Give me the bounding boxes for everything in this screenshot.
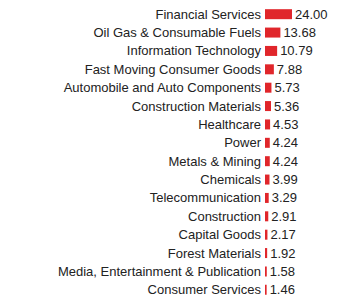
svg-text:2.91: 2.91 bbox=[271, 209, 296, 224]
svg-text:24.00: 24.00 bbox=[295, 7, 328, 22]
svg-text:Information Technology: Information Technology bbox=[127, 43, 262, 58]
svg-text:1.46: 1.46 bbox=[270, 282, 295, 297]
svg-text:Power: Power bbox=[224, 135, 262, 150]
svg-text:13.68: 13.68 bbox=[283, 25, 316, 40]
svg-text:Consumer Services: Consumer Services bbox=[148, 282, 262, 297]
svg-text:Forest Materials: Forest Materials bbox=[168, 246, 262, 261]
svg-text:7.88: 7.88 bbox=[277, 62, 302, 77]
svg-text:Capital Goods: Capital Goods bbox=[179, 227, 262, 242]
svg-text:3.99: 3.99 bbox=[272, 172, 297, 187]
svg-text:10.79: 10.79 bbox=[280, 43, 313, 58]
svg-text:Oil Gas & Consumable Fuels: Oil Gas & Consumable Fuels bbox=[93, 25, 261, 40]
svg-text:5.73: 5.73 bbox=[274, 80, 299, 95]
svg-text:Fast Moving Consumer Goods: Fast Moving Consumer Goods bbox=[85, 62, 262, 77]
svg-text:2.17: 2.17 bbox=[270, 227, 295, 242]
svg-text:1.58: 1.58 bbox=[270, 264, 295, 279]
svg-text:5.36: 5.36 bbox=[274, 99, 299, 114]
svg-text:Construction: Construction bbox=[188, 209, 261, 224]
svg-text:4.53: 4.53 bbox=[273, 117, 298, 132]
svg-text:Construction Materials: Construction Materials bbox=[132, 99, 262, 114]
svg-text:4.24: 4.24 bbox=[273, 135, 298, 150]
svg-text:Telecommunication: Telecommunication bbox=[150, 190, 261, 205]
svg-text:Media, Entertainment & Publica: Media, Entertainment & Publication bbox=[58, 264, 261, 279]
svg-text:3.29: 3.29 bbox=[272, 190, 297, 205]
svg-text:Financial Services: Financial Services bbox=[156, 7, 262, 22]
svg-text:Healthcare: Healthcare bbox=[198, 117, 261, 132]
svg-text:Automobile and Auto Components: Automobile and Auto Components bbox=[64, 80, 262, 95]
svg-text:1.92: 1.92 bbox=[270, 246, 295, 261]
svg-text:Chemicals: Chemicals bbox=[200, 172, 261, 187]
svg-text:4.24: 4.24 bbox=[273, 154, 298, 169]
svg-text:Metals & Mining: Metals & Mining bbox=[169, 154, 261, 169]
